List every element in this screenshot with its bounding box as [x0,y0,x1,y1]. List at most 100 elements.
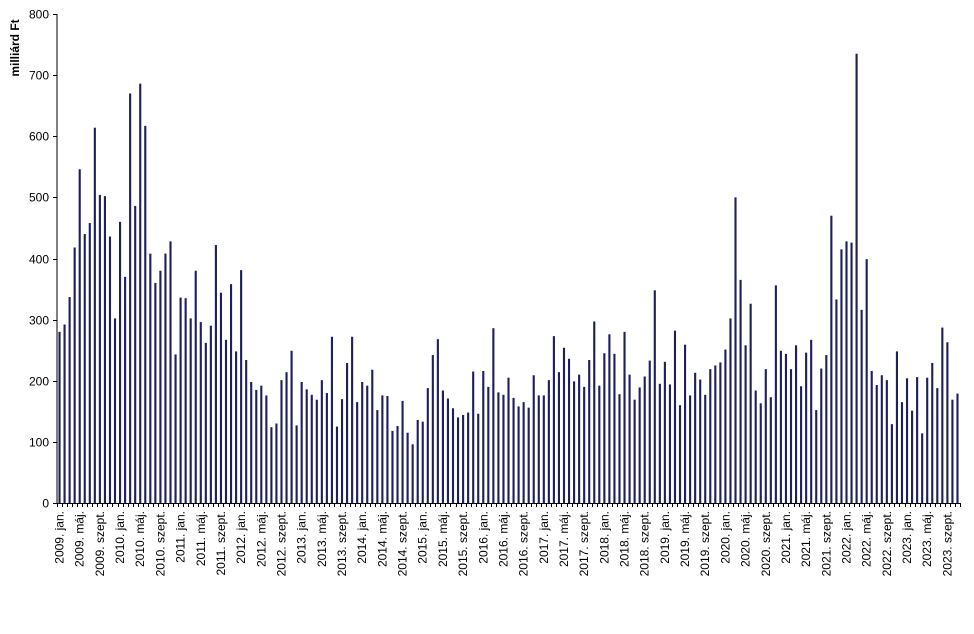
bar [184,298,187,503]
bar [628,374,631,503]
y-tick-label: 100 [29,436,49,450]
x-tick-label: 2019. jan. [658,511,672,564]
bar [835,299,838,503]
bar [905,378,909,503]
bar [860,309,863,503]
bar [361,381,364,503]
bar [194,270,197,503]
bar [517,406,520,503]
bar [204,342,207,503]
bar [436,339,439,503]
bar [643,376,646,503]
bar [638,387,641,503]
bars [58,53,959,504]
bar [330,336,333,503]
bar [426,388,429,503]
bar [900,402,904,503]
x-tick-label: 2009. jan. [53,511,67,564]
bar [351,336,354,503]
bar [810,339,813,503]
bar [376,410,379,503]
bar [865,259,868,503]
x-tick-label: 2013. máj. [315,511,329,567]
x-tick-label: 2010. jan. [113,511,127,564]
bar [911,410,914,503]
bar [744,345,747,503]
x-tick-label: 2016. jan. [476,511,490,564]
x-tick-label: 2012. szept. [274,511,288,576]
bar [769,397,772,503]
x-tick-label: 2022. máj. [860,511,874,567]
bar [532,375,535,503]
bar [68,297,71,503]
bar [285,372,288,503]
bar [578,374,581,503]
x-tick-label: 2021. máj. [799,511,813,567]
bar [916,377,919,503]
x-tick-label: 2023. máj. [920,511,934,567]
bar [593,321,596,503]
bar [623,331,626,503]
bar [139,83,142,504]
bar [472,371,475,503]
bar [346,363,349,503]
bar [240,270,243,503]
x-tick-label: 2016. szept. [517,511,531,576]
bar [391,430,394,503]
x-tick-label: 2023. szept. [940,511,954,576]
bar [250,381,253,503]
x-tick-label: 2017. jan. [537,511,551,564]
bar [875,385,878,503]
x-tick-label: 2020. szept. [759,511,773,576]
bar [673,330,677,503]
bar [724,349,727,503]
bar [699,379,702,503]
bar [547,380,550,503]
bar [658,383,661,503]
bar [421,421,424,503]
bar [653,290,656,503]
bar [154,282,157,503]
bar [78,169,81,503]
x-tick-label: 2012. jan. [234,511,248,564]
bar [931,363,934,503]
bar [557,372,561,503]
bar [300,381,303,503]
bar [633,399,636,503]
x-tick-label: 2009. szept. [93,511,107,576]
bar [759,403,762,503]
y-tick-label: 0 [42,497,49,511]
bar [179,297,182,503]
bar [456,417,460,503]
bar [709,369,712,503]
x-tick-label: 2015. máj. [436,511,450,567]
bar [522,402,525,503]
bar [482,370,485,503]
bar [926,377,929,503]
bar [119,221,122,503]
bar [446,398,450,503]
bar [951,399,954,503]
x-tick-label: 2021. szept. [819,511,833,576]
x-tick-label: 2015. jan. [416,511,430,564]
bar [719,362,722,503]
bar [941,327,944,503]
x-tick-label: 2014. szept. [396,511,410,576]
x-tick-label: 2020. máj. [739,511,753,567]
bar [224,339,228,503]
bar [235,351,238,503]
bar [618,394,621,503]
bar [396,425,399,503]
x-tick-label: 2021. jan. [779,511,793,564]
bar [552,336,555,503]
bar [729,318,732,503]
bar [946,342,949,503]
bar [189,318,192,503]
y-axis-label: milliárd Ft [8,19,22,76]
bar [648,360,651,503]
y-tick-label: 800 [29,8,49,22]
bar [668,384,671,503]
x-tick-label: 2011. jan. [174,511,188,563]
bar [820,368,823,503]
